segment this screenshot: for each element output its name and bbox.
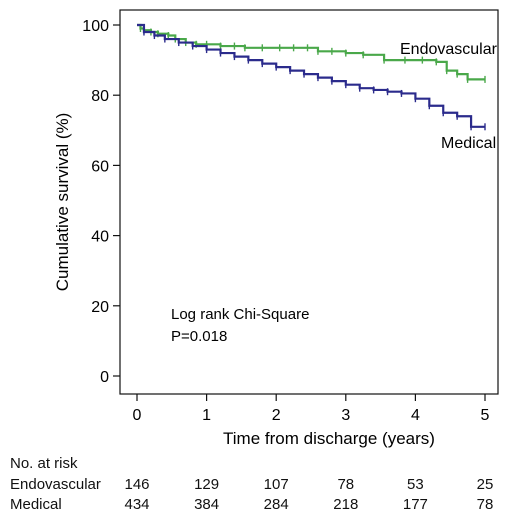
x-axis-title: Time from discharge (years) [223,429,435,448]
series-label-endovascular: Endovascular [400,41,498,58]
risk-row-label: Medical [10,496,62,513]
x-tick-label: 0 [133,407,142,424]
risk-count: 78 [476,496,494,513]
annotation-test: Log rank Chi-Square [171,306,309,323]
x-tick-label: 5 [481,407,490,424]
risk-count: 384 [194,496,220,513]
risk-count: 53 [407,476,424,493]
y-tick-label: 0 [100,369,109,386]
y-tick-label: 20 [91,299,109,316]
risk-count: 177 [402,496,428,513]
y-tick-label: 80 [91,88,109,105]
risk-count: 284 [263,496,289,513]
risk-count: 129 [194,476,220,493]
x-tick-label: 4 [411,407,420,424]
risk-count: 78 [337,476,355,493]
annotation-p-value: P=0.018 [171,328,227,345]
survival-chart: 0 20 40 60 80 100 0 1 2 3 4 5 Time from discharge (y… [53,9,499,448]
plot-frame [119,9,499,395]
risk-count: 434 [124,496,150,513]
y-tick-label: 40 [91,229,109,246]
y-tick-label: 100 [82,18,109,35]
risk-table-title: No. at risk [10,455,78,472]
x-tick-label: 1 [202,407,211,424]
risk-row-label: Endovascular [10,476,101,493]
x-tick-label: 2 [272,407,281,424]
x-tick-label: 3 [341,407,350,424]
risk-count: 218 [333,496,359,513]
risk-count: 25 [476,476,494,493]
risk-count: 146 [124,476,150,493]
y-tick-label: 60 [91,158,109,175]
risk-count: 107 [263,476,289,493]
series-label-medical: Medical [441,135,496,152]
y-axis-title: Cumulative survival (%) [53,113,72,292]
